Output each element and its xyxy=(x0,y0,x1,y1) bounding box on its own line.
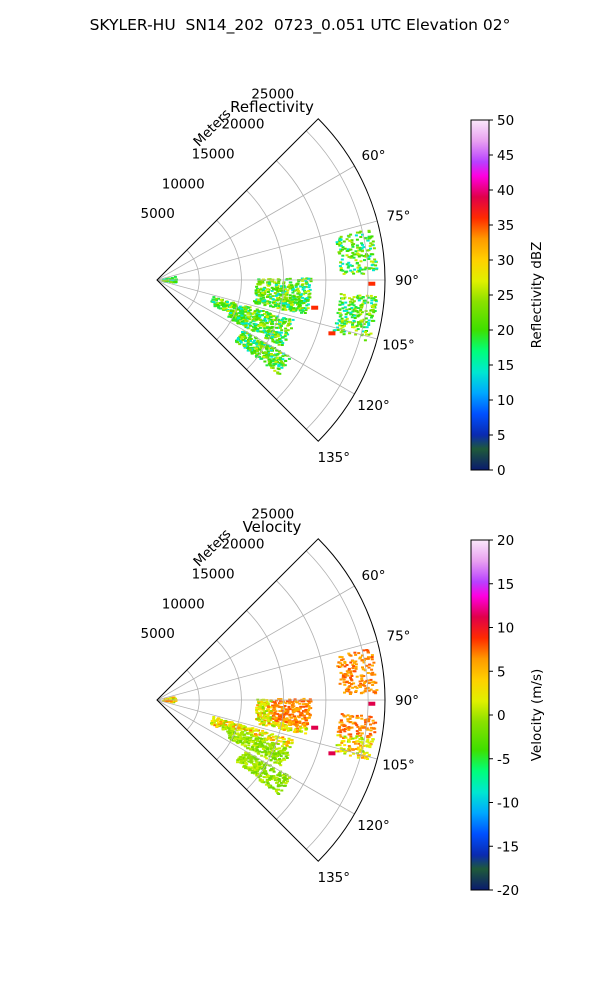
polar-frame xyxy=(156,118,386,442)
colorbar-tick-label: 0 xyxy=(497,708,506,724)
grid-ray xyxy=(156,220,378,281)
theta-tick-label: 75° xyxy=(387,208,411,224)
echo-field xyxy=(162,649,379,795)
theta-tick-label: 135° xyxy=(318,870,351,886)
colorbar-tick-label: 10 xyxy=(497,621,514,637)
colorbar-gradient xyxy=(470,119,490,471)
theta-tick-label: 135° xyxy=(318,450,351,466)
colorbar-tick-label: -20 xyxy=(497,883,519,899)
colorbar-tick-label: 25 xyxy=(497,288,514,304)
polar-panel-velocity: Velocity500010000150002000025000Meters60… xyxy=(140,507,545,899)
polar-panel-reflectivity: Reflectivity500010000150002000025000Mete… xyxy=(140,87,545,479)
polar-grid xyxy=(156,550,385,862)
grid-ray xyxy=(156,165,355,281)
colorbar-tick-label: 50 xyxy=(497,113,514,129)
panel-title: Velocity xyxy=(243,518,302,536)
colorbar-tick-label: 5 xyxy=(497,428,506,444)
colorbar-tick-label: 35 xyxy=(497,218,514,234)
colorbar-tick-label: -5 xyxy=(497,752,510,768)
colorbar-tick-label: 0 xyxy=(497,463,506,479)
colorbar-tick-label: 45 xyxy=(497,148,514,164)
colorbar-tick-label: 40 xyxy=(497,183,514,199)
colorbar-tick-label: 15 xyxy=(497,358,514,374)
r-tick-label: 25000 xyxy=(251,87,294,103)
grid-ray xyxy=(156,640,378,701)
colorbar-tick-label: 10 xyxy=(497,393,514,409)
grid-ray xyxy=(156,699,378,760)
colorbar-tick-label: 20 xyxy=(497,533,514,549)
polar-frame xyxy=(156,538,386,862)
colorbar-tick-label: 15 xyxy=(497,577,514,593)
panel-title: Reflectivity xyxy=(230,98,314,116)
figure-title: SKYLER-HU SN14_202 0723_0.051 UTC Elevat… xyxy=(89,16,511,34)
colorbar-tick-label: 30 xyxy=(497,253,514,269)
theta-tick-label: 105° xyxy=(382,758,415,774)
theta-tick-label: 120° xyxy=(357,398,390,414)
grid-ray xyxy=(156,279,378,340)
r-tick-label: 20000 xyxy=(221,537,264,553)
r-tick-label: 25000 xyxy=(251,507,294,523)
colorbar-gradient xyxy=(470,539,490,891)
r-tick-label: 10000 xyxy=(162,176,205,192)
r-tick-label: 20000 xyxy=(221,117,264,133)
grid-ray xyxy=(156,585,355,701)
r-tick-label: 15000 xyxy=(192,146,235,162)
theta-tick-label: 120° xyxy=(357,818,390,834)
theta-tick-label: 75° xyxy=(387,628,411,644)
theta-tick-label: 60° xyxy=(362,568,386,584)
colorbar: 0 5 10 15 20 25 30 35 40 45 50 Reflectivity dBZ xyxy=(470,113,545,479)
colorbar-label: Velocity (m/s) xyxy=(529,669,545,762)
theta-tick-label: 105° xyxy=(382,338,415,354)
r-tick-label: 10000 xyxy=(162,596,205,612)
grid-ray xyxy=(156,699,355,815)
r-tick-label: 5000 xyxy=(140,206,174,222)
theta-tick-label: 90° xyxy=(395,273,419,289)
colorbar-tick-label: 5 xyxy=(497,664,506,680)
grid-ray xyxy=(156,279,355,395)
colorbar: -20 -15 -10 -5 0 5 10 15 20 Velocity (m/s) xyxy=(470,533,545,899)
colorbar-tick-label: -10 xyxy=(497,796,519,812)
theta-tick-label: 60° xyxy=(362,148,386,164)
colorbar-label: Reflectivity dBZ xyxy=(529,242,545,349)
r-tick-label: 15000 xyxy=(192,566,235,582)
echo-field xyxy=(161,229,379,375)
colorbar-tick-label: -15 xyxy=(497,839,519,855)
theta-tick-label: 90° xyxy=(395,693,419,709)
colorbar-tick-label: 20 xyxy=(497,323,514,339)
r-tick-label: 5000 xyxy=(140,626,174,642)
